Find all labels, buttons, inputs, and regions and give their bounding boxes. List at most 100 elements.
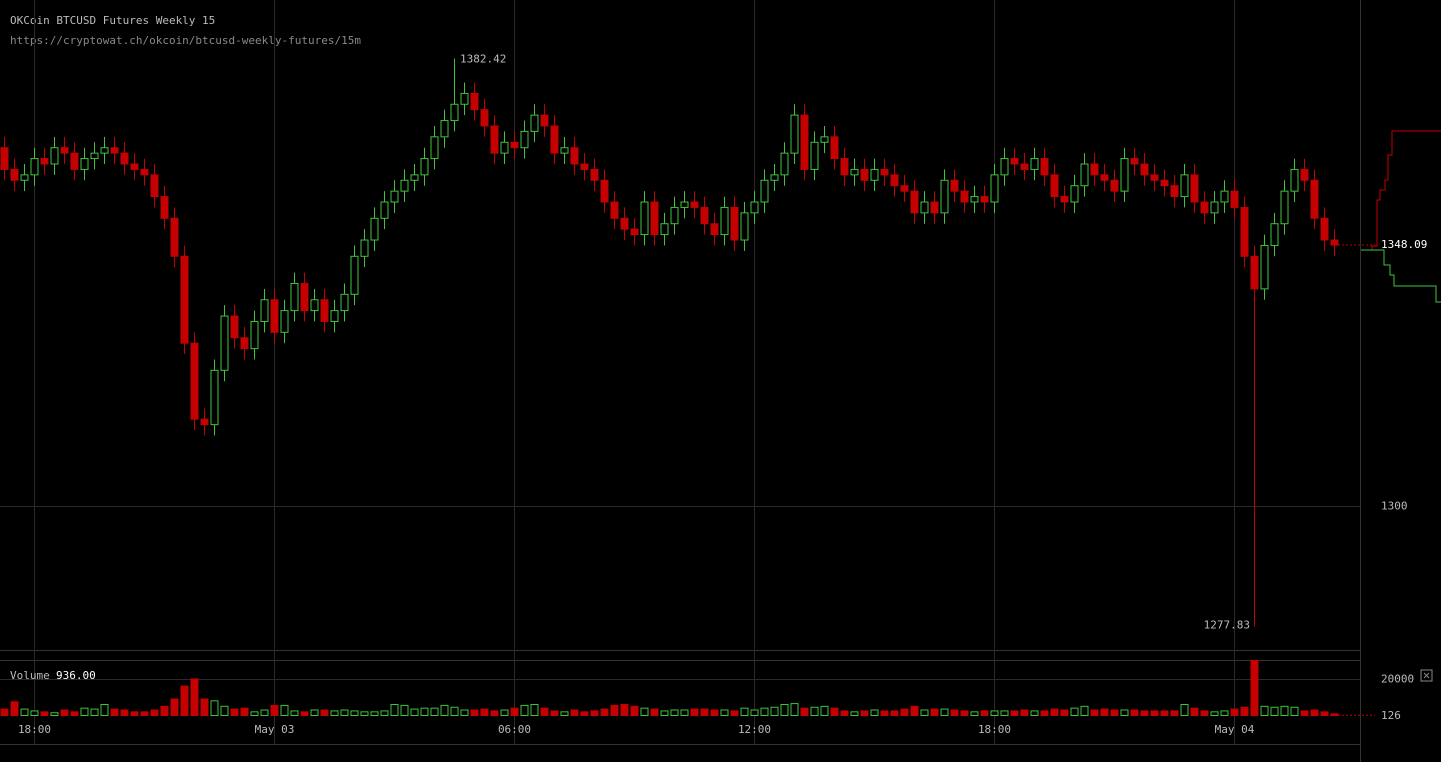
candle-body: [380, 201, 389, 219]
candle-body: [190, 342, 199, 420]
volume-bar: [940, 708, 949, 716]
candle-body: [1170, 185, 1179, 198]
volume-bar: [440, 704, 449, 717]
candle-body: [10, 168, 19, 181]
last-price-label: 1348.09: [1381, 238, 1427, 251]
candle-body: [1060, 196, 1069, 203]
candle-body: [50, 147, 59, 165]
volume-bar: [1070, 707, 1079, 717]
candle-body: [1190, 174, 1199, 203]
volume-bar: [1020, 709, 1029, 716]
volume-bar: [80, 707, 89, 717]
x-tick-label: 18:00: [978, 723, 1011, 736]
candle-body: [930, 201, 939, 214]
volume-bar: [450, 706, 459, 716]
candle-body: [870, 168, 879, 181]
volume-bar: [340, 709, 349, 716]
candle-body: [840, 158, 849, 176]
candle-body: [1300, 168, 1309, 181]
candle-body: [940, 179, 949, 214]
volume-bar: [500, 709, 509, 716]
candle-body: [880, 168, 889, 176]
candle-body: [680, 201, 689, 208]
volume-bar: [400, 704, 409, 717]
volume-bar: [1240, 706, 1249, 716]
volume-bar: [600, 708, 609, 716]
candle-body: [120, 152, 129, 165]
candle-body: [890, 174, 899, 187]
volume-bar: [160, 705, 169, 716]
volume-bar: [1130, 709, 1139, 716]
volume-bar: [1140, 710, 1149, 717]
volume-bar: [740, 707, 749, 717]
volume-bar: [750, 709, 759, 716]
candle-body: [1000, 158, 1009, 176]
candle-body: [650, 201, 659, 236]
volume-bar: [950, 709, 959, 716]
candle-body: [60, 147, 69, 154]
candle-body: [520, 130, 529, 149]
candle-body: [990, 174, 999, 203]
volume-bar: [790, 703, 799, 716]
candle-body: [750, 201, 759, 214]
volume-bar: [870, 709, 879, 716]
candle-body: [240, 337, 249, 350]
candle-body: [1180, 174, 1189, 198]
volume-bar: [900, 708, 909, 716]
candle-body: [490, 125, 499, 154]
volume-bar: [1080, 705, 1089, 716]
candle-body: [1080, 163, 1089, 187]
candle-body: [320, 299, 329, 322]
volume-bar: [1230, 708, 1239, 716]
candle-body: [860, 168, 869, 181]
candle-body: [790, 114, 799, 154]
candle-body: [900, 185, 909, 192]
candle-body: [180, 255, 189, 344]
candle-body: [710, 223, 719, 236]
candle-body: [530, 114, 539, 132]
candle-body: [570, 147, 579, 165]
candle-body: [30, 158, 39, 176]
x-tick-label: 06:00: [498, 723, 531, 736]
volume-bar: [1100, 708, 1109, 716]
x-tick-label: May 03: [255, 723, 295, 736]
candle-body: [1120, 158, 1129, 192]
volume-bar: [310, 709, 319, 716]
candle-body: [910, 190, 919, 214]
low-annotation: 1277.83: [1204, 618, 1250, 631]
high-annotation: 1382.42: [460, 53, 506, 66]
candle-body: [420, 158, 429, 176]
volume-bar: [760, 707, 769, 717]
volume-bar: [1000, 710, 1009, 717]
volume-bar: [640, 707, 649, 717]
candle-body: [1130, 158, 1139, 165]
volume-bar: [70, 711, 79, 716]
candle-body: [800, 114, 809, 170]
candle-body: [560, 147, 569, 154]
depth-asks: [1361, 130, 1441, 251]
volume-bar: [700, 708, 709, 716]
candle-body: [950, 179, 959, 192]
volume-bar: [1160, 710, 1169, 717]
volume-bar: [180, 685, 189, 717]
candle-body: [350, 255, 359, 295]
volume-bar: [460, 709, 469, 716]
candle-body: [1090, 163, 1099, 176]
volume-bar: [1210, 711, 1219, 716]
volume-bar: [50, 712, 59, 716]
volume-bar: [660, 710, 669, 717]
candle-body: [540, 114, 549, 127]
candle-body: [630, 228, 639, 236]
candle-body: [250, 320, 259, 350]
candle-body: [920, 201, 929, 214]
volume-bar: [1060, 709, 1069, 716]
close-button[interactable]: [1420, 669, 1433, 682]
volume-bar: [190, 678, 199, 716]
candle-body: [140, 168, 149, 176]
candle-body: [170, 217, 179, 257]
volume-bar: [300, 711, 309, 716]
volume-bar: [130, 711, 139, 716]
candle-body: [360, 239, 369, 257]
candle-body: [310, 299, 319, 312]
volume-bar: [1280, 705, 1289, 716]
